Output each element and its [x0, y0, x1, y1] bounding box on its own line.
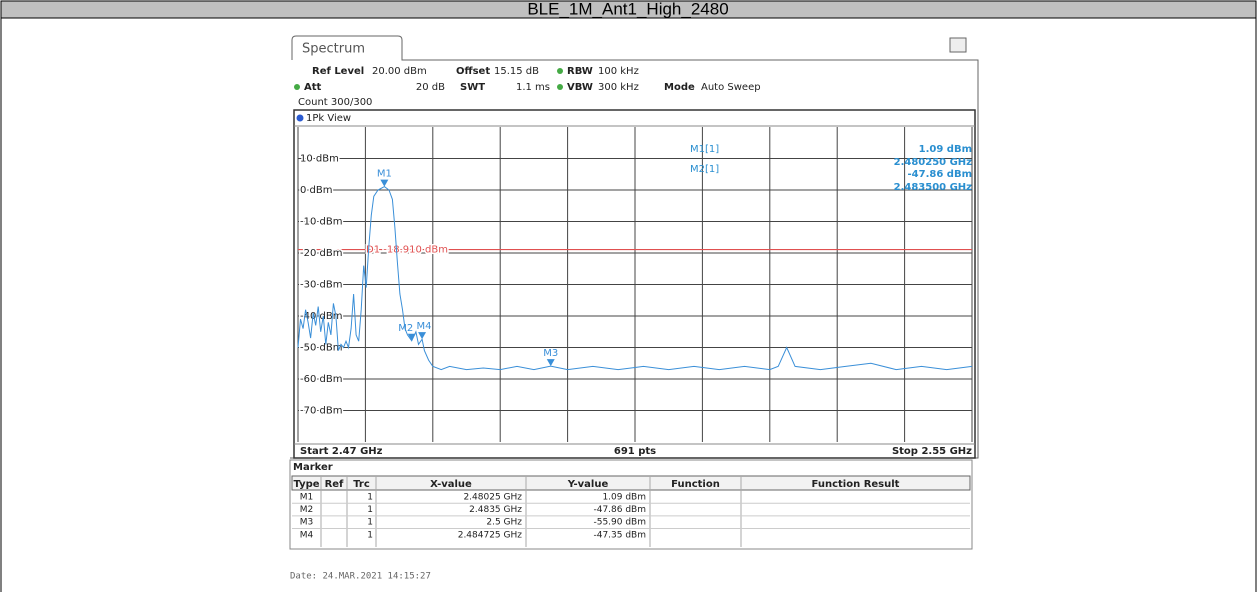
- plot-frame: [293, 109, 976, 459]
- marker-label: M4: [417, 321, 432, 332]
- setting: Offset: [456, 66, 490, 77]
- setting: Auto Sweep: [701, 82, 761, 93]
- tab-label: Spectrum: [302, 42, 365, 57]
- y-tick-label: -30 dBm: [300, 280, 342, 291]
- marker: [546, 359, 555, 367]
- header-row: [0, 0, 1257, 19]
- cell: 1.09 dBm: [602, 493, 646, 503]
- setting: 1.1 ms: [516, 82, 550, 93]
- marker-label: M3: [543, 348, 558, 359]
- header-title: BLE_1M_Ant1_High_2480: [527, 0, 728, 18]
- tab-frame: [290, 35, 979, 459]
- marker-label: M2: [398, 323, 413, 334]
- cell: 1: [367, 505, 373, 515]
- column-header: X-value: [430, 479, 472, 490]
- cell: 1: [367, 530, 373, 540]
- setting: Mode: [664, 82, 695, 93]
- marker-title: Marker: [293, 462, 333, 473]
- marker: [380, 179, 389, 187]
- y-tick-label: -10 dBm: [300, 217, 342, 228]
- cell: 2.484725 GHz: [458, 530, 523, 540]
- cell: M2: [300, 505, 314, 515]
- trace-dot: [296, 114, 304, 122]
- y-tick-label: 10 dBm: [300, 154, 339, 165]
- date: Date: 24.MAR.2021 14:15:27: [290, 572, 431, 582]
- trace: [297, 186, 973, 371]
- cell: 1: [367, 518, 373, 528]
- status-dot: [557, 68, 563, 74]
- stop-label: Stop 2.55 GHz: [892, 446, 972, 457]
- setting: RBW: [567, 66, 593, 77]
- status-dot: [294, 84, 300, 90]
- cell: 2.48025 GHz: [463, 493, 522, 503]
- y-tick-label: -70 dBm: [300, 406, 342, 417]
- table-header: [291, 475, 971, 491]
- marker: [418, 332, 427, 340]
- icon: [949, 37, 967, 53]
- cell: M1: [300, 493, 314, 503]
- setting: Ref Level: [312, 66, 364, 77]
- column-header: Function Result: [812, 479, 900, 490]
- readout: M1[1]: [690, 144, 719, 155]
- y-tick-label: 0 dBm: [300, 185, 333, 196]
- y-tick-label: -50 dBm: [300, 343, 342, 354]
- setting: VBW: [567, 82, 593, 93]
- column-header: Type: [293, 479, 319, 490]
- setting: Count 300/300: [298, 97, 372, 108]
- cell: -47.86 dBm: [593, 505, 646, 515]
- points-label: 691 pts: [614, 446, 656, 457]
- column-header: Trc: [353, 479, 370, 490]
- setting: 15.15 dB: [494, 66, 539, 77]
- setting: Att: [304, 82, 322, 93]
- readout: M2[1]: [690, 164, 719, 175]
- cell: -47.35 dBm: [593, 530, 646, 540]
- readout: -47.86 dBm: [908, 169, 972, 180]
- readout: 2.483500 GHz: [894, 182, 973, 193]
- y-tick-label: -20 dBm: [300, 248, 342, 259]
- setting: SWT: [460, 82, 485, 93]
- setting: 20 dB: [416, 82, 445, 93]
- cell: M4: [300, 530, 314, 540]
- y-tick-label: -60 dBm: [300, 374, 342, 385]
- view-label: 1Pk View: [306, 113, 351, 124]
- setting: 100 kHz: [598, 66, 639, 77]
- marker-table: [289, 459, 973, 550]
- setting: 20.00 dBm: [372, 66, 427, 77]
- readout: 2.480250 GHz: [894, 157, 973, 168]
- cell: 2.4835 GHz: [469, 505, 522, 515]
- setting: 300 kHz: [598, 82, 639, 93]
- marker-label: M1: [377, 169, 392, 180]
- threshold-label: D1 -18.910 dBm: [366, 245, 448, 256]
- cell: 2.5 GHz: [486, 518, 522, 528]
- column-header: Function: [671, 479, 720, 490]
- column-header: Ref: [325, 479, 344, 490]
- cell: -55.90 dBm: [593, 518, 646, 528]
- start-label: Start 2.47 GHz: [300, 446, 383, 457]
- readout: 1.09 dBm: [919, 144, 972, 155]
- cell: M3: [300, 518, 314, 528]
- cell: 1: [367, 493, 373, 503]
- status-dot: [557, 84, 563, 90]
- marker: [407, 333, 416, 341]
- column-header: Y-value: [567, 479, 609, 490]
